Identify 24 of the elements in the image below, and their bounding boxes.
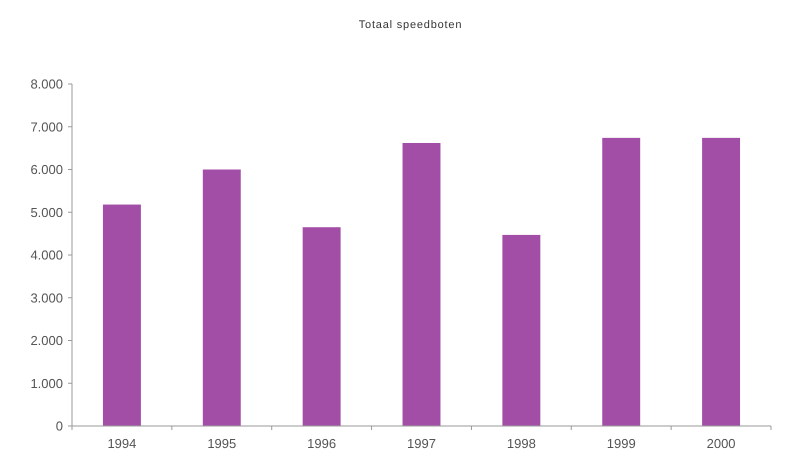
bar <box>302 227 341 426</box>
bar <box>102 204 141 426</box>
bar <box>702 138 740 426</box>
y-tick-label: 0 <box>56 418 63 434</box>
x-tick-label: 2000 <box>706 436 736 451</box>
chart-title: Totaal speedboten <box>358 19 462 31</box>
bar <box>502 234 540 426</box>
y-tick-label: 6.000 <box>30 162 63 178</box>
x-tick-label: 1997 <box>407 436 436 451</box>
x-tick-label: 1996 <box>307 436 336 451</box>
bar <box>402 142 440 426</box>
x-tick-label: 1998 <box>506 436 536 451</box>
y-tick-label: 7.000 <box>30 119 63 134</box>
bar <box>202 170 241 426</box>
y-tick-label: 4.000 <box>30 248 63 263</box>
y-tick-label: 2.000 <box>30 333 63 348</box>
bar <box>602 138 640 426</box>
y-tick-label: 5.000 <box>30 204 63 220</box>
y-tick-label: 8.000 <box>30 76 63 92</box>
y-tick-label: 1.000 <box>30 376 63 391</box>
y-tick-label: 3.000 <box>30 290 63 306</box>
x-tick-label: 1995 <box>207 436 236 451</box>
x-tick-label: 1999 <box>606 436 636 451</box>
x-tick-label: 1994 <box>107 436 136 451</box>
